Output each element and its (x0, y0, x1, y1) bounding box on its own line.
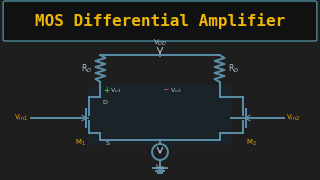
Text: R$_D$: R$_D$ (228, 62, 239, 75)
Text: −: − (162, 86, 168, 94)
Text: M$_1$: M$_1$ (75, 138, 86, 148)
Text: V$_{o2}$: V$_{o2}$ (170, 87, 181, 95)
Text: V$_{in2}$: V$_{in2}$ (286, 113, 300, 123)
Text: D: D (102, 100, 107, 105)
Text: +: + (103, 86, 110, 94)
FancyBboxPatch shape (3, 1, 317, 41)
Text: I$_{SS}$: I$_{SS}$ (155, 163, 165, 173)
Text: M$_2$: M$_2$ (246, 138, 257, 148)
Text: MOS Differential Amplifier: MOS Differential Amplifier (35, 13, 285, 29)
FancyBboxPatch shape (89, 85, 231, 145)
Text: V$_{o1}$: V$_{o1}$ (110, 87, 122, 95)
Text: V$_{DD}$: V$_{DD}$ (153, 38, 167, 48)
Text: R$_D$: R$_D$ (81, 62, 92, 75)
Text: S: S (105, 141, 109, 146)
Text: V$_{in1}$: V$_{in1}$ (14, 113, 28, 123)
